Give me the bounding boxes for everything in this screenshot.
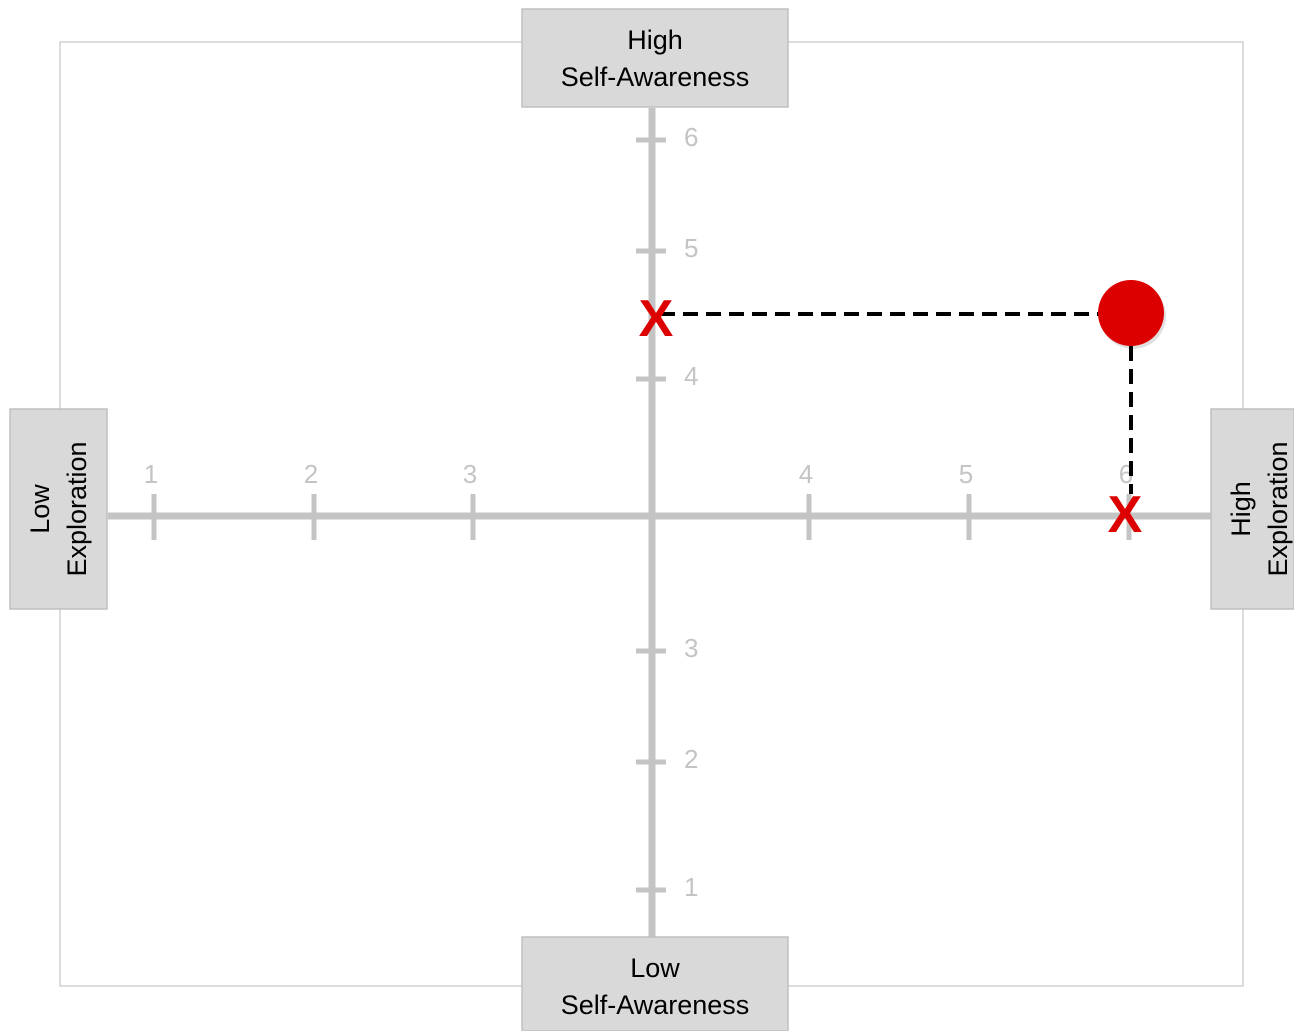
x-tick-label-4: 4 [799,459,813,489]
data-point-marker [1098,280,1164,346]
y-tick-label-4: 4 [684,361,698,391]
bottom-label-box: Low Self-Awareness [521,936,789,1031]
x-axis-projection-marker: X [1108,486,1143,544]
top-label-line-2: Self-Awareness [561,62,750,92]
top-label-box: High Self-Awareness [521,8,789,108]
y-tick-label-5: 5 [684,233,698,263]
left-label-line-2: Exploration [62,441,92,576]
y-axis: 6 5 4 3 2 1 [636,108,698,937]
y-tick-label-6: 6 [684,122,698,152]
x-axis: 1 2 3 4 5 6 [108,459,1212,540]
top-label-line-1: High [627,25,683,55]
bottom-label-line-2: Self-Awareness [561,990,750,1020]
right-label-box: High Exploration [1210,408,1294,610]
left-label-box: Low Exploration [9,408,108,610]
y-tick-label-3: 3 [684,633,698,663]
x-tick-label-3: 3 [463,459,477,489]
x-tick-label-2: 2 [304,459,318,489]
y-tick-label-2: 2 [684,744,698,774]
right-label-line-1: High [1226,481,1256,537]
x-tick-label-5: 5 [959,459,973,489]
left-label-line-1: Low [25,484,55,534]
x-tick-label-1: 1 [144,459,158,489]
y-tick-label-1: 1 [684,872,698,902]
bottom-label-line-1: Low [630,953,680,983]
y-axis-projection-marker: X [639,290,674,348]
right-label-line-2: Exploration [1263,441,1293,576]
